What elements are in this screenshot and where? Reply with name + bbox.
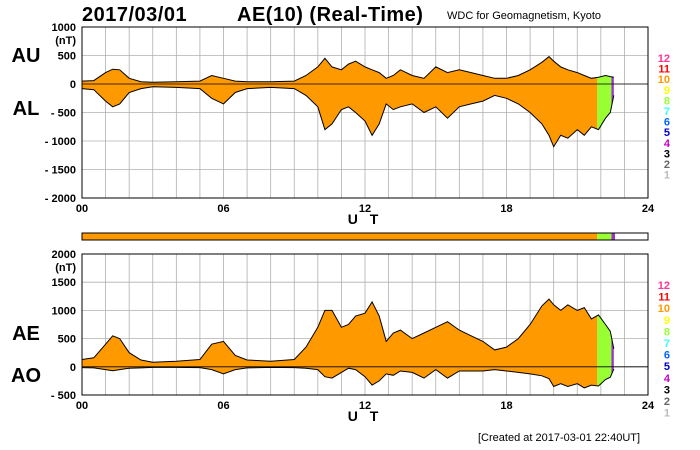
legend-entry: 3 (664, 148, 670, 160)
status-bar (81, 232, 649, 241)
area-fill-segment (597, 299, 612, 388)
y-tick-label: 500 (58, 334, 76, 346)
date-title: 2017/03/01 (82, 4, 188, 26)
legend-entry: 8 (664, 326, 670, 338)
legend-entry: 2 (664, 159, 670, 171)
legend-entry: 7 (664, 338, 670, 350)
y-tick-label: 1000 (52, 22, 76, 34)
lower-series-line (81, 366, 615, 389)
x-axis-label: U T (348, 211, 383, 227)
legend-entry: 2 (664, 396, 670, 408)
upper-series-line (81, 55, 614, 83)
legend-entry: 5 (664, 127, 670, 139)
x-tick-label: 00 (76, 203, 88, 215)
legend-entry: 6 (664, 350, 670, 362)
side-label: AL (13, 98, 40, 120)
x-tick-label: 12 (359, 203, 371, 215)
legend-entry: 12 (658, 280, 670, 292)
legend-entry: 1 (664, 408, 670, 420)
y-tick-label: - 2000 (45, 193, 76, 205)
institution-label: WDC for Geomagnetism, Kyoto (447, 10, 602, 22)
x-tick-label: 06 (217, 400, 229, 412)
legend-entry: 4 (664, 373, 671, 385)
legend-entry: 3 (664, 384, 670, 396)
status-bar-segment (611, 233, 615, 240)
y-tick-label: 1000 (52, 305, 76, 317)
legend-entry: 6 (664, 117, 670, 129)
legend-entry: 10 (658, 303, 670, 315)
legend-entry: 11 (658, 64, 670, 76)
x-axis-label: U T (348, 408, 383, 424)
chart-title: AE(10) (Real-Time) (237, 4, 424, 26)
legend-entry: 1 (664, 170, 670, 182)
legend-entry: 9 (664, 315, 670, 327)
legend-entry: 12 (658, 53, 670, 65)
y-tick-label: - 1500 (45, 165, 76, 177)
y-tick-label: 0 (70, 362, 76, 374)
x-tick-label: 24 (642, 203, 655, 215)
created-timestamp: [Created at 2017-03-01 22:40UT] (478, 432, 641, 444)
x-tick-label: 18 (500, 203, 512, 215)
side-label: AU (12, 45, 41, 67)
side-label: AE (12, 323, 40, 345)
y-tick-label: - 1000 (45, 136, 76, 148)
upper-series-line (81, 298, 615, 363)
chart-panel-1: 1000 500 0 - 500 - 1000 - 1500 - 2000 (nT) 00 06 1… (12, 22, 671, 227)
y-tick-label: 0 (70, 79, 76, 91)
area-fill-segment (597, 56, 612, 147)
x-tick-label: 00 (76, 400, 88, 412)
y-tick-label: 500 (58, 51, 76, 63)
plot-frame (81, 253, 649, 396)
y-axis-unit: (nT) (55, 35, 76, 47)
x-tick-label: 18 (500, 400, 512, 412)
side-label: AO (11, 365, 41, 387)
y-tick-label: - 500 (51, 108, 76, 120)
x-tick-label: 24 (642, 400, 655, 412)
status-bar-frame (81, 232, 649, 241)
legend-entry: 7 (664, 106, 670, 118)
status-bar-segment (597, 233, 612, 240)
legend-entry: 8 (664, 95, 670, 107)
legend-entry: 11 (658, 292, 670, 304)
y-tick-label: 2000 (52, 249, 76, 261)
y-axis-unit: (nT) (55, 262, 76, 274)
y-tick-label: - 500 (51, 390, 76, 402)
legend-entry: 10 (658, 74, 670, 86)
x-tick-label: 06 (217, 203, 229, 215)
y-tick-label: 1500 (52, 277, 76, 289)
legend-entry: 4 (664, 138, 671, 150)
x-tick-label: 12 (359, 400, 371, 412)
status-bar-segment (82, 233, 598, 240)
legend-entry: 9 (664, 85, 670, 97)
lower-series-line (81, 86, 615, 148)
legend-entry: 5 (664, 361, 670, 373)
plot-frame (81, 26, 649, 199)
